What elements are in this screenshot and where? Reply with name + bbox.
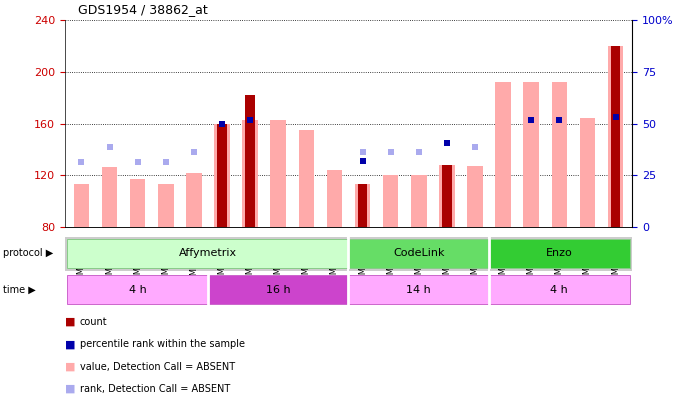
Bar	[326, 170, 342, 227]
Bar	[489, 275, 630, 304]
Bar	[611, 46, 620, 227]
Bar	[214, 124, 230, 227]
Bar	[411, 175, 426, 227]
Text: GSM73355: GSM73355	[527, 240, 536, 285]
Bar	[579, 118, 595, 227]
Text: time ▶: time ▶	[3, 285, 36, 294]
Bar	[551, 82, 567, 227]
Text: 16 h: 16 h	[266, 285, 290, 294]
Text: rank, Detection Call = ABSENT: rank, Detection Call = ABSENT	[80, 384, 230, 394]
Bar	[348, 275, 489, 304]
Text: GSM73349: GSM73349	[358, 240, 367, 285]
Text: protocol ▶: protocol ▶	[3, 248, 54, 258]
Text: value, Detection Call = ABSENT: value, Detection Call = ABSENT	[80, 362, 235, 371]
Bar	[355, 184, 371, 227]
Text: percentile rank within the sample: percentile rank within the sample	[80, 339, 245, 349]
Text: ■: ■	[65, 384, 75, 394]
Text: GSM73347: GSM73347	[302, 240, 311, 286]
Text: GSM73356: GSM73356	[555, 240, 564, 286]
Text: ■: ■	[65, 317, 75, 327]
Text: GSM73358: GSM73358	[611, 240, 620, 286]
Text: ■: ■	[65, 362, 75, 371]
Bar	[217, 124, 227, 227]
Bar	[495, 82, 511, 227]
Text: GSM73360: GSM73360	[105, 240, 114, 286]
Bar	[65, 237, 632, 271]
Text: GSM73350: GSM73350	[386, 240, 395, 285]
Text: GSM73359: GSM73359	[77, 240, 86, 285]
Text: ■: ■	[65, 339, 75, 349]
Text: GSM73348: GSM73348	[330, 240, 339, 286]
Text: GSM73363: GSM73363	[190, 240, 199, 286]
Text: GSM73344: GSM73344	[218, 240, 226, 285]
Text: 4 h: 4 h	[550, 285, 568, 294]
Bar	[271, 119, 286, 227]
Bar	[608, 46, 624, 227]
Bar	[299, 130, 314, 227]
Bar	[439, 165, 455, 227]
Text: GSM73352: GSM73352	[443, 240, 452, 285]
Bar	[73, 184, 89, 227]
Bar	[242, 119, 258, 227]
Bar	[467, 166, 483, 227]
Text: 4 h: 4 h	[129, 285, 147, 294]
Text: CodeLink: CodeLink	[393, 248, 445, 258]
Text: GSM73351: GSM73351	[414, 240, 423, 285]
Bar	[208, 275, 348, 304]
Bar	[383, 175, 398, 227]
Text: GSM73362: GSM73362	[161, 240, 170, 286]
Bar	[358, 184, 367, 227]
Bar	[442, 165, 452, 227]
Bar	[524, 82, 539, 227]
Bar	[186, 173, 202, 227]
Text: Affymetrix: Affymetrix	[179, 248, 237, 258]
Bar	[489, 239, 630, 268]
Bar	[102, 167, 118, 227]
Text: GSM73354: GSM73354	[498, 240, 507, 285]
Text: GDS1954 / 38862_at: GDS1954 / 38862_at	[78, 3, 208, 16]
Text: GSM73353: GSM73353	[471, 240, 479, 286]
Text: count: count	[80, 317, 107, 327]
Bar	[67, 239, 348, 268]
Text: GSM73357: GSM73357	[583, 240, 592, 286]
Bar	[130, 179, 146, 227]
Bar	[67, 275, 208, 304]
Text: GSM73361: GSM73361	[133, 240, 142, 286]
Bar	[158, 184, 173, 227]
Text: Enzo: Enzo	[546, 248, 573, 258]
Text: 14 h: 14 h	[407, 285, 431, 294]
Text: GSM73345: GSM73345	[245, 240, 254, 285]
Bar	[245, 95, 255, 227]
Bar	[348, 239, 489, 268]
Text: GSM73346: GSM73346	[274, 240, 283, 286]
